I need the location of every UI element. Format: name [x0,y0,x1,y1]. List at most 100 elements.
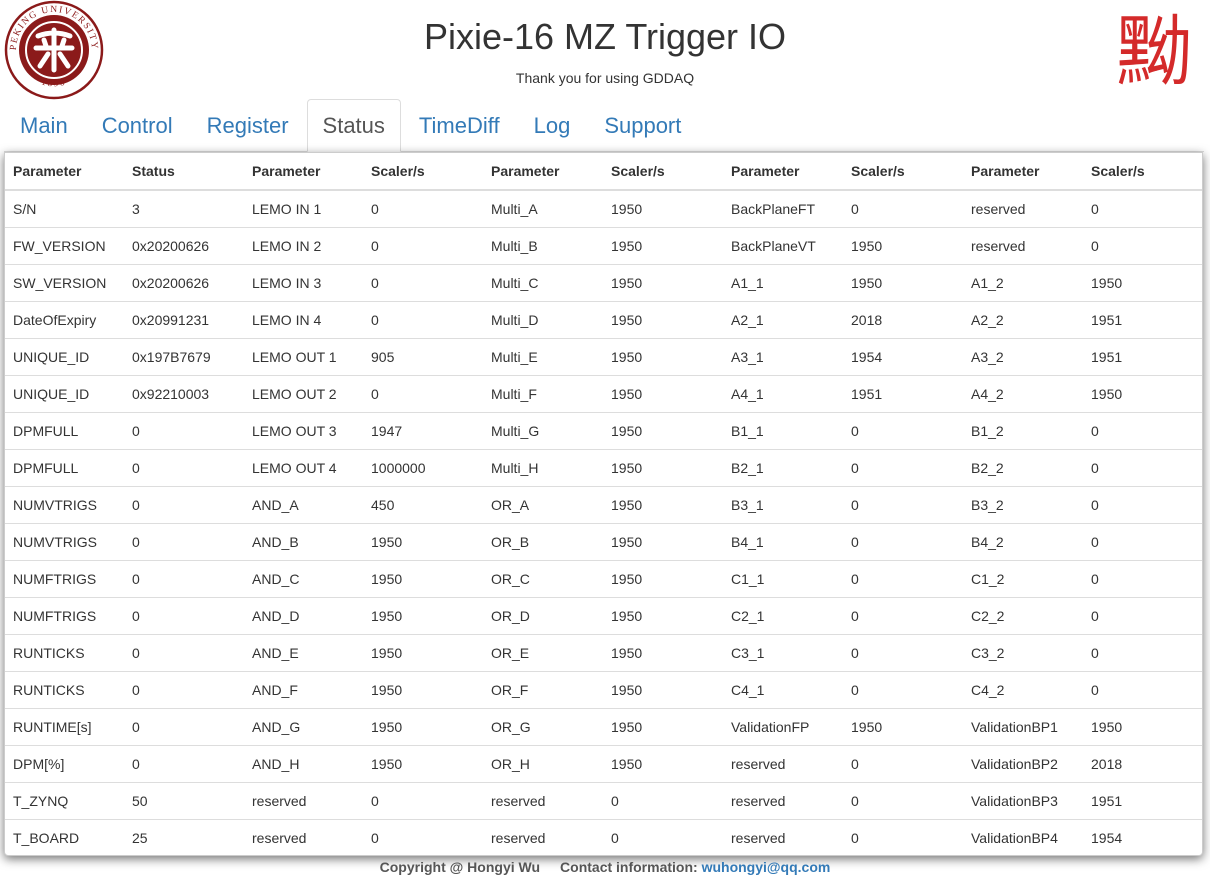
column-header: Parameter [5,153,124,191]
table-body: S/N 3 LEMO IN 1 0 Multi_A 1950 BackPlaneFT 0 res… [5,190,1202,855]
parameter-cell: DateOfExpiry [5,300,124,338]
parameter-cell: reserved [483,818,603,855]
value-cell: 1950 [603,485,723,523]
parameter-cell: Multi_H [483,448,603,486]
value-cell: 0 [603,818,723,855]
value-cell: 0 [851,200,859,217]
parameter-cell: B2_2 [963,448,1083,486]
table-row: DateOfExpiry 0x20991231 LEMO IN 4 0 Multi_D 1… [5,300,1202,338]
value-cell: 1950 [603,744,723,782]
value-cell: 0x92210003 [124,374,244,412]
svg-text:1898: 1898 [41,76,68,88]
value-cell: 0 [843,559,963,597]
parameter-cell: S/N [13,200,37,217]
value-cell: 1950 [843,707,963,745]
parameter-cell: LEMO IN 3 [244,263,363,301]
nav-tabs: Main Control Register Status TimeDiff Lo… [4,99,1204,152]
value-cell: 1950 [843,263,963,301]
tab-control[interactable]: Control [101,113,173,138]
column-header: Parameter [963,153,1083,191]
parameter-cell: LEMO IN 2 [244,226,363,264]
value-cell: 1950 [603,263,723,301]
value-cell: 905 [363,337,483,375]
value-cell: 1950 [611,200,643,217]
table-row: NUMFTRIGS 0 AND_C 1950 OR_C 1950 C1_1 0 C1_2 0 [5,559,1202,597]
value-cell: 0 [124,485,244,523]
value-cell: 1950 [363,559,483,597]
value-cell: 1950 [603,300,723,338]
value-cell: 1951 [1083,300,1202,338]
parameter-cell: AND_D [244,596,363,634]
table-row: UNIQUE_ID 0x197B7679 LEMO OUT 1 905 Multi_E 1… [5,337,1202,375]
value-cell: 0 [363,263,483,301]
tab-main[interactable]: Main [20,113,68,138]
parameter-cell: AND_B [244,522,363,560]
parameter-cell: reserved [244,781,363,819]
parameter-cell: LEMO OUT 1 [244,337,363,375]
parameter-cell: AND_A [244,485,363,523]
contact-email-link[interactable]: wuhongyi@qq.com [701,859,831,875]
table-header-row: Parameter Status Parameter Scaler/s Para… [5,153,1202,191]
value-cell: 1950 [603,448,723,486]
parameter-cell: ValidationFP [723,707,843,745]
value-cell: 0 [363,374,483,412]
value-cell: 450 [363,485,483,523]
page-subtitle: Thank you for using GDDAQ [515,70,695,86]
value-cell: 1950 [363,522,483,560]
value-cell: 0 [603,781,723,819]
parameter-cell: C4_1 [723,670,843,708]
table-row: T_ZYNQ 50 reserved 0 reserved 0 reserved 0 Valid… [5,781,1202,819]
table-row: NUMFTRIGS 0 AND_D 1950 OR_D 1950 C2_1 0 C2_2 0 [5,596,1202,634]
parameter-cell: DPMFULL [5,411,124,449]
tab-log[interactable]: Log [533,113,571,138]
parameter-cell: A1_2 [963,263,1083,301]
parameter-cell: C1_2 [963,559,1083,597]
value-cell: 50 [124,781,244,819]
value-cell: 0 [124,596,244,634]
value-cell: 0x20991231 [124,300,244,338]
parameter-cell: FW_VERSION [5,226,124,264]
parameter-cell: B1_2 [963,411,1083,449]
tab-support[interactable]: Support [604,113,682,138]
tab-status[interactable]: Status [306,99,401,152]
parameter-cell: C3_1 [723,633,843,671]
status-panel: Parameter Status Parameter Scaler/s Para… [4,152,1203,856]
value-cell: 0 [124,411,244,449]
parameter-cell: UNIQUE_ID [5,337,124,375]
parameter-cell: reserved [723,781,843,819]
parameter-cell: C1_1 [723,559,843,597]
value-cell: 1950 [1083,707,1202,745]
parameter-cell: B2_1 [723,448,843,486]
table-row: T_BOARD 25 reserved 0 reserved 0 reserved 0 Vali… [5,818,1202,855]
value-cell: 1954 [843,337,963,375]
parameter-cell: C2_1 [723,596,843,634]
parameter-cell: C4_2 [963,670,1083,708]
value-cell: 0x197B7679 [124,337,244,375]
parameter-cell: OR_C [483,559,603,597]
peking-university-logo: PEKING UNIVERSITY 1898 [4,0,104,100]
column-header: Scaler/s [1083,153,1202,191]
table-row: DPMFULL 0 LEMO OUT 3 1947 Multi_G 1950 B1_1 0 B1… [5,411,1202,449]
parameter-cell: OR_E [483,633,603,671]
column-header: Parameter [244,153,363,191]
parameter-cell: A3_2 [963,337,1083,375]
parameter-cell: AND_E [244,633,363,671]
value-cell: 3 [132,200,140,217]
value-cell: 0 [363,781,483,819]
parameter-cell: BackPlaneVT [723,226,843,264]
parameter-cell: OR_G [483,707,603,745]
value-cell: 0 [363,226,483,264]
value-cell: 0 [1083,411,1202,449]
parameter-cell: UNIQUE_ID [5,374,124,412]
value-cell: 1950 [603,633,723,671]
value-cell: 0 [843,522,963,560]
value-cell: 1950 [1083,263,1202,301]
parameter-cell: T_BOARD [5,818,124,855]
tab-register[interactable]: Register [206,113,289,138]
parameter-cell: reserved [483,781,603,819]
value-cell: 1950 [843,226,963,264]
tab-timediff[interactable]: TimeDiff [418,113,500,138]
value-cell: 1950 [603,522,723,560]
value-cell: 1947 [363,411,483,449]
parameter-cell: A4_1 [723,374,843,412]
